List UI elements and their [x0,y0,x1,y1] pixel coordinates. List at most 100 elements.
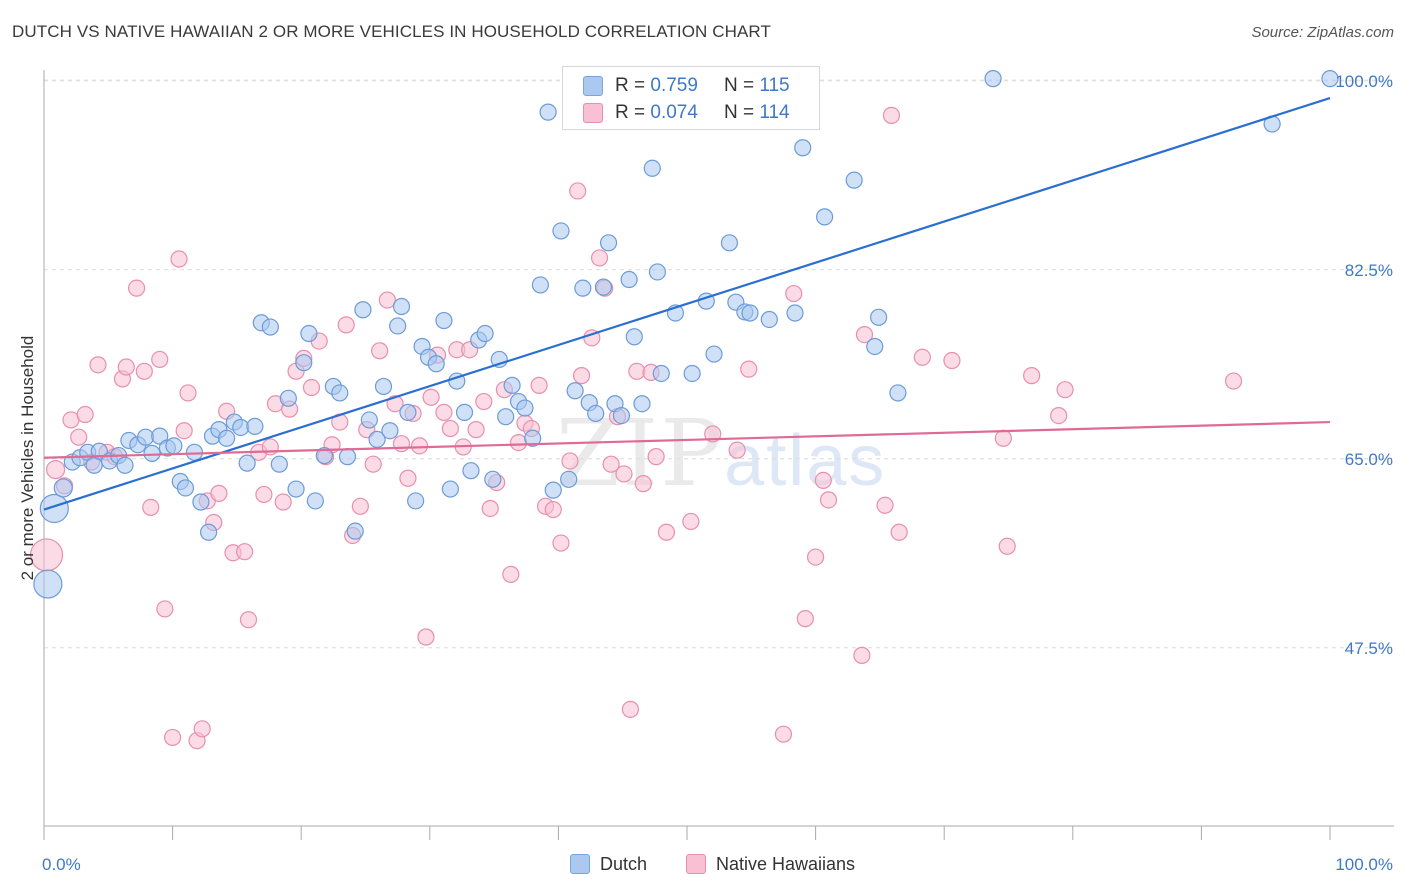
dutch-point [760,310,778,329]
dutch-point [354,301,372,319]
dutch-point [741,304,759,322]
native-hawaiians-point [378,291,396,309]
native-hawaiians-point [913,348,931,366]
native-hawaiians-point [481,499,499,518]
tick-labels: 47.5% 65.0% 82.5% 100.0% 0.0% 100.0% 2 or more… [18,72,1393,874]
dutch-point [300,324,318,343]
axes [43,70,1394,840]
native-hawaiians-point [337,316,355,334]
native-hawaiians-point [1224,372,1243,390]
dutch-point [544,481,562,499]
dutch-point [648,263,667,281]
native-hawaiians-point [417,628,435,646]
legend-n-label: N = [723,75,755,96]
native-hawaiians-point [621,700,640,718]
bottom-legend-dutch[interactable]: Dutch [570,852,647,876]
native-hawaiians-point [998,537,1016,555]
native-hawaiians-point [1023,367,1041,385]
dutch-point [633,395,651,413]
native-hawaiians-point [530,376,548,394]
native-hawaiians-point [628,362,646,380]
dutch-point [399,403,417,421]
native-hawaiians-point [634,475,652,493]
native-hawaiians-point [76,405,94,424]
native-hawaiians-point [647,448,665,466]
dutch-point [389,317,407,335]
dutch-point [560,470,578,488]
native-hawaiians-point [876,496,894,514]
dutch-point [360,411,378,429]
y-tick-label: 65.0% [1345,450,1393,469]
dutch-point [566,382,584,400]
dutch-point [462,462,480,480]
native-hawaiians-point [502,565,520,583]
native-hawaiians-point [399,469,417,487]
dutch-point [476,324,494,343]
native-hawaiians-point [814,471,832,489]
dutch-point [845,171,863,189]
native-hawaiians-point [774,725,793,743]
dutch-point [497,408,515,426]
grid-lines [44,79,1394,649]
bottom-legend-label-dutch: Dutch [600,853,648,874]
y-tick-label: 82.5% [1345,261,1393,280]
dutch-point [620,270,638,289]
dutch-point [652,364,670,383]
native-hawaiians-point [193,720,211,738]
native-hawaiians-point [740,360,758,378]
dutch-point [984,70,1002,88]
bottom-legend-native-hawaiians[interactable]: Native Hawaiians [686,852,855,876]
native-hawaiians-point [117,358,135,376]
dutch-point [218,429,236,447]
native-hawaiians-point [239,611,258,629]
native-hawaiians-point [170,250,188,268]
native-hawaiians-point [890,523,908,541]
dutch-point [407,492,425,510]
legend-row-native-hawaiians: R = 0.074 N = 114 [583,100,790,126]
dutch-point [816,208,834,226]
native-hawaiians-point [785,284,803,303]
dutch-point [524,429,542,447]
native-hawaiians-point [994,429,1012,447]
x-tick-label-max: 100.0% [1335,855,1393,874]
correlation-legend: R = 0.759 N = 115 R = 0.074 N = 114 [562,66,820,130]
native-hawaiians-point [704,425,722,443]
dutch-point [331,384,349,402]
native-hawaiians-point [806,548,825,566]
dutch-point [441,480,459,498]
native-hawaiians-point [142,498,160,516]
dutch-point [136,428,155,446]
native-hawaiians-trend-line [43,420,1331,459]
dutch-point [192,493,210,511]
dutch-point [261,318,279,336]
dutch-points [33,70,1339,599]
dutch-point [594,278,613,296]
bottom-legend-label-native-hawaiians: Native Hawaiians [716,853,856,874]
dutch-point [346,522,364,540]
native-hawaiians-point [552,534,570,552]
native-hawaiians-point [657,523,676,541]
native-hawaiians-point [509,434,528,452]
native-hawaiians-point [561,452,579,470]
dutch-point [200,523,218,541]
dutch-point [552,222,570,240]
dutch-point [232,418,250,437]
legend-swatch-native-hawaiians [583,103,603,123]
x-tick-label-min: 0.0% [42,855,81,874]
legend-swatch-dutch [583,76,603,96]
dutch-point [625,328,643,346]
native-hawaiians-point [255,485,273,504]
legend-r-value: 0.074 [650,102,698,123]
dutch-point [794,139,812,157]
native-hawaiians-point [943,351,961,370]
native-hawaiians-point [569,182,587,200]
native-hawaiians-point [89,356,107,374]
native-hawaiians-point [682,512,700,531]
dutch-point [435,311,453,330]
legend-n-value: 114 [759,102,790,123]
y-tick-label: 100.0% [1335,72,1393,91]
native-hawaiians-point [210,484,228,502]
dutch-point [315,446,333,465]
native-hawaiians-point [135,362,153,380]
